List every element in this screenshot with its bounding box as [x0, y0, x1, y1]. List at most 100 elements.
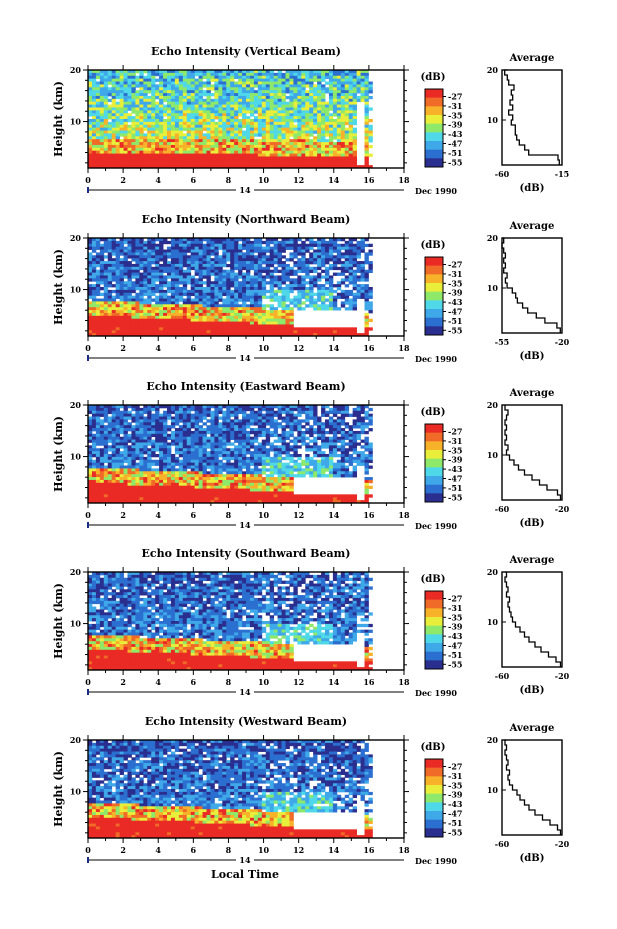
- heatmap-cell: [313, 130, 318, 134]
- heatmap-cell: [170, 113, 176, 117]
- heatmap-cell: [190, 72, 196, 77]
- heatmap-cell: [230, 304, 235, 308]
- heatmap-cell: [155, 113, 160, 117]
- heatmap-cell: [340, 330, 346, 334]
- heatmap-cell: [95, 315, 101, 320]
- heatmap-cell: [277, 136, 282, 140]
- heatmap-cell: [325, 139, 330, 143]
- heatmap-cell: [336, 261, 342, 265]
- heatmap-cell: [344, 333, 350, 337]
- heatmap-cell: [182, 75, 188, 80]
- heatmap-cell: [88, 110, 93, 114]
- heatmap-cell: [305, 147, 310, 152]
- heatmap-cell: [313, 261, 318, 265]
- heatmap-cell: [332, 150, 338, 154]
- heatmap-cell: [91, 269, 97, 273]
- heatmap-cell: [214, 249, 219, 253]
- heatmap-cell: [360, 289, 365, 294]
- heatmap-cell: [159, 72, 164, 77]
- heatmap-cell: [269, 119, 275, 123]
- heatmap-cell: [99, 144, 105, 149]
- heatmap-cell: [107, 107, 113, 111]
- heatmap-cell: [88, 84, 93, 88]
- heatmap-cell: [186, 165, 192, 169]
- heatmap-cell: [131, 330, 136, 334]
- heatmap-cell: [340, 416, 346, 420]
- heatmap-cell: [218, 321, 223, 325]
- heatmap-cell: [163, 324, 168, 328]
- heatmap-cell: [174, 315, 180, 320]
- heatmap-cell: [119, 107, 124, 111]
- heatmap-cell: [234, 330, 239, 334]
- heatmap-cell: [206, 298, 211, 302]
- heatmap-cell: [139, 321, 144, 325]
- heatmap-cell: [206, 119, 211, 123]
- heatmap-cell: [332, 263, 338, 268]
- heatmap-cell: [249, 287, 255, 291]
- heatmap-cell: [277, 121, 282, 126]
- heatmap-cell: [364, 304, 369, 308]
- heatmap-cell: [139, 165, 144, 169]
- heatmap-cell: [348, 301, 354, 305]
- heatmap-cell: [261, 107, 267, 111]
- heatmap-cell: [111, 127, 117, 131]
- heatmap-cell: [356, 275, 361, 279]
- heatmap-cell: [309, 113, 314, 117]
- heatmap-cell: [115, 272, 120, 276]
- heatmap-cell: [265, 78, 271, 82]
- heatmap-cell: [206, 101, 211, 105]
- heatmap-cell: [261, 240, 267, 245]
- heatmap-cell: [174, 287, 180, 291]
- heatmap-cell: [356, 90, 361, 94]
- heatmap-cell: [222, 240, 227, 245]
- heatmap-cell: [202, 107, 207, 111]
- heatmap-cell: [234, 315, 239, 320]
- heatmap-cell: [277, 269, 282, 273]
- heatmap-cell: [206, 142, 211, 146]
- heatmap-cell: [210, 310, 215, 314]
- heatmap-cell: [234, 124, 239, 129]
- heatmap-cell: [289, 315, 294, 320]
- heatmap-cell: [309, 413, 314, 417]
- heatmap-cell: [131, 275, 136, 279]
- heatmap-cell: [202, 156, 207, 160]
- heatmap-cell: [190, 238, 196, 242]
- heatmap-cell: [332, 84, 338, 88]
- heatmap-cell: [364, 165, 369, 169]
- heatmap-cell: [352, 407, 357, 412]
- heatmap-cell: [88, 275, 93, 279]
- heatmap-cell: [226, 413, 231, 417]
- colorbar-swatch: [425, 97, 443, 107]
- heatmap-cell: [269, 70, 275, 74]
- heatmap-cell: [194, 107, 199, 111]
- heatmap-cell: [99, 255, 105, 259]
- heatmap-cell: [253, 72, 259, 77]
- heatmap-cell: [115, 84, 120, 88]
- heatmap-cell: [111, 310, 117, 314]
- heatmap-cell: [182, 301, 188, 305]
- heatmap-cell: [103, 249, 109, 253]
- heatmap-cell: [234, 95, 239, 100]
- heatmap-cell: [123, 119, 128, 123]
- heatmap-cell: [194, 281, 199, 285]
- heatmap-cell: [313, 269, 318, 273]
- heatmap-cell: [91, 330, 97, 334]
- heatmap-cell: [119, 304, 124, 308]
- heatmap-cell: [127, 318, 132, 322]
- heatmap-cell: [222, 72, 227, 77]
- heatmap-cell: [182, 298, 188, 302]
- heatmap-cell: [285, 133, 290, 137]
- heatmap-cell: [147, 243, 152, 248]
- heatmap-cell: [95, 419, 101, 423]
- heatmap-cell: [348, 95, 354, 100]
- heatmap-cell: [364, 295, 369, 299]
- heatmap-cell: [99, 127, 105, 131]
- heatmap-cell: [139, 78, 144, 82]
- heatmap-cell: [182, 333, 188, 337]
- heatmap-cell: [321, 243, 326, 248]
- heatmap-cell: [115, 413, 120, 417]
- heatmap-cell: [253, 269, 259, 273]
- heatmap-cell: [214, 278, 219, 282]
- heatmap-cell: [182, 419, 188, 423]
- heatmap-cell: [297, 87, 302, 91]
